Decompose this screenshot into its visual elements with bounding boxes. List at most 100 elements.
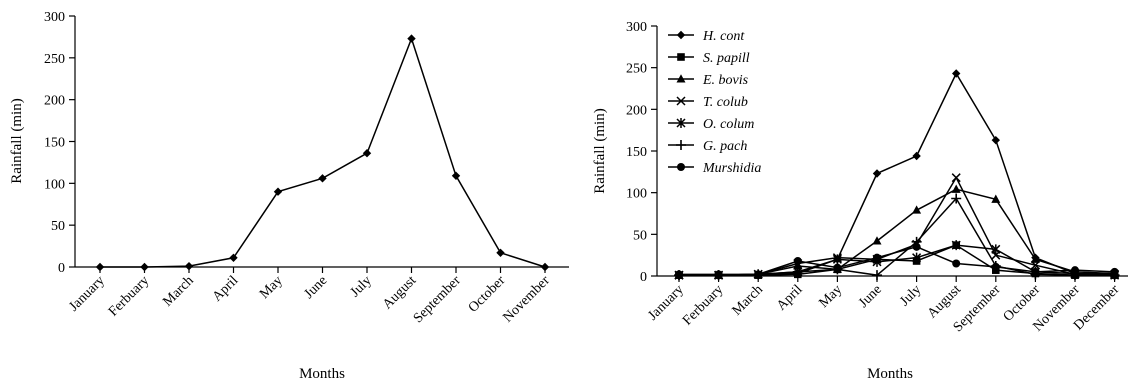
chart-right-data-point — [1030, 254, 1040, 263]
chart-right-data-point — [912, 242, 921, 251]
chart-left-y-tick-label: 250 — [44, 52, 65, 67]
chart-left-data-point — [318, 174, 327, 183]
chart-left-data-point — [273, 187, 283, 196]
chart-right-y-tick-label: 150 — [626, 145, 647, 160]
chart-left-x-tick-label: June — [302, 273, 331, 302]
chart-right-data-point — [872, 169, 882, 178]
chart-right-legend-label: O. colum — [703, 117, 754, 132]
chart-right-x-tick-label: July — [897, 282, 924, 309]
chart-right-legend-marker — [676, 118, 686, 128]
chart-right-plot-area — [674, 69, 1120, 281]
chart-right-data-point — [872, 270, 882, 281]
chart-left: Rainfall (min) Months 0 50 100 150 200 250 300… — [9, 10, 569, 382]
chart-right-data-point — [873, 253, 881, 262]
chart-left-y-tick-label: 100 — [44, 177, 65, 192]
chart-right-legend-item: H. cont — [668, 29, 745, 44]
chart-right-y-tick-label: 50 — [633, 228, 647, 243]
chart-left-axes — [74, 16, 569, 268]
chart-left-series-line — [100, 36, 546, 268]
chart-right-data-point — [951, 184, 961, 193]
chart-right-data-point — [1110, 267, 1119, 276]
chart-right-data-point — [991, 244, 1001, 255]
chart-right-legend-item: T. colub — [668, 95, 748, 110]
chart-right-y-axis-title: Rainfall (min) — [592, 108, 608, 193]
chart-left-y-tick-label: 0 — [58, 261, 65, 276]
chart-left-x-tick-label: Ferbuary — [106, 273, 152, 319]
chart-right-y-tick-label: 250 — [626, 62, 647, 77]
chart-right-legend-marker — [676, 74, 686, 83]
chart-right-legend: H. cont S. papill E. bovis T. colub O. colum… — [668, 29, 761, 176]
chart-right-series-line — [679, 188, 1115, 276]
chart-right-data-point — [912, 205, 922, 214]
chart-right-x-tick-label: Ferbuary — [680, 282, 726, 328]
chart-right-x-axis-title: Months — [867, 366, 913, 382]
chart-right-data-point — [872, 236, 882, 245]
chart-left-y-axis-title: Rainfall (min) — [9, 98, 25, 183]
chart-right-data-point — [951, 193, 962, 204]
chart-left-y-ticks: 0 50 100 150 200 250 300 — [44, 10, 75, 276]
chart-right-data-point — [951, 240, 961, 251]
chart-left-x-tick-label: September — [411, 273, 464, 326]
chart-right-legend-item: Murshidia — [668, 161, 761, 176]
chart-left-x-axis-title: Months — [299, 366, 345, 382]
chart-right-data-point — [951, 173, 961, 183]
chart-right-legend-item: S. papill — [668, 51, 750, 66]
chart-left-x-tick-label: March — [160, 273, 196, 309]
chart-right-legend-marker — [676, 140, 686, 150]
chart-right-y-tick-label: 0 — [640, 270, 647, 285]
chart-right-data-point — [1030, 260, 1040, 270]
chart-left-y-tick-label: 300 — [44, 10, 65, 25]
chart-right-data-point — [675, 270, 683, 279]
chart-right-x-tick-label: March — [730, 282, 766, 318]
chart-right-x-tick-label: June — [856, 282, 885, 311]
chart-right-legend-label: S. papill — [703, 51, 750, 66]
chart-right-data-point — [793, 261, 803, 270]
chart-left-x-tick-label: January — [66, 273, 107, 314]
chart-right-data-point — [952, 259, 961, 268]
chart-left-y-tick-label: 200 — [44, 94, 65, 109]
chart-left-data-point — [229, 253, 238, 262]
chart-right-x-tick-label: May — [816, 282, 845, 311]
chart-left-data-point — [140, 262, 149, 272]
chart-right-y-tick-label: 100 — [626, 187, 647, 202]
chart-left-data-point — [95, 262, 105, 272]
chart-right-legend-item: E. bovis — [668, 73, 749, 88]
chart-right-y-tick-label: 200 — [626, 103, 647, 118]
chart-right-legend-label: E. bovis — [702, 73, 749, 88]
chart-right-legend-marker — [676, 96, 686, 106]
chart-right-y-ticks: 0 50 100 150 200 250 300 — [626, 20, 657, 285]
chart-right-data-point — [714, 270, 723, 279]
chart-right-data-point — [991, 194, 1001, 203]
chart-right-legend-label: G. pach — [703, 139, 747, 154]
chart-right-legend-item: G. pach — [668, 139, 747, 154]
chart-right-data-point — [793, 257, 802, 265]
chart-left-data-point — [496, 248, 505, 257]
chart-right-legend-marker — [676, 30, 686, 40]
chart-right-data-point — [833, 263, 842, 272]
chart-right-data-point — [754, 270, 763, 279]
chart-right-data-point — [991, 262, 1000, 271]
chart-right-x-tick-label: April — [774, 282, 806, 314]
chart-right-data-point — [912, 151, 921, 161]
chart-right-legend-marker — [677, 163, 685, 171]
chart-right-series-line — [679, 246, 1115, 276]
chart-left-y-tick-label: 50 — [51, 219, 65, 234]
chart-left-data-point — [184, 261, 194, 271]
chart-right-data-point — [1031, 267, 1040, 276]
chart-right-legend-item: O. colum — [668, 117, 754, 132]
chart-left-x-tick-label: August — [380, 273, 419, 312]
chart-right-y-tick-label: 300 — [626, 20, 647, 35]
chart-right-data-point — [912, 252, 922, 263]
chart-right-data-point — [792, 266, 803, 277]
chart-right-data-point — [952, 69, 961, 78]
chart-left-data-point — [407, 34, 416, 43]
chart-left-data-point — [362, 149, 372, 158]
chart-left-x-tick-label: October — [466, 273, 509, 316]
chart-right-legend-label: H. cont — [702, 29, 745, 44]
chart-left-y-tick-label: 150 — [44, 136, 65, 151]
chart-right-data-point — [991, 135, 1000, 145]
chart-right-data-point — [832, 254, 842, 265]
